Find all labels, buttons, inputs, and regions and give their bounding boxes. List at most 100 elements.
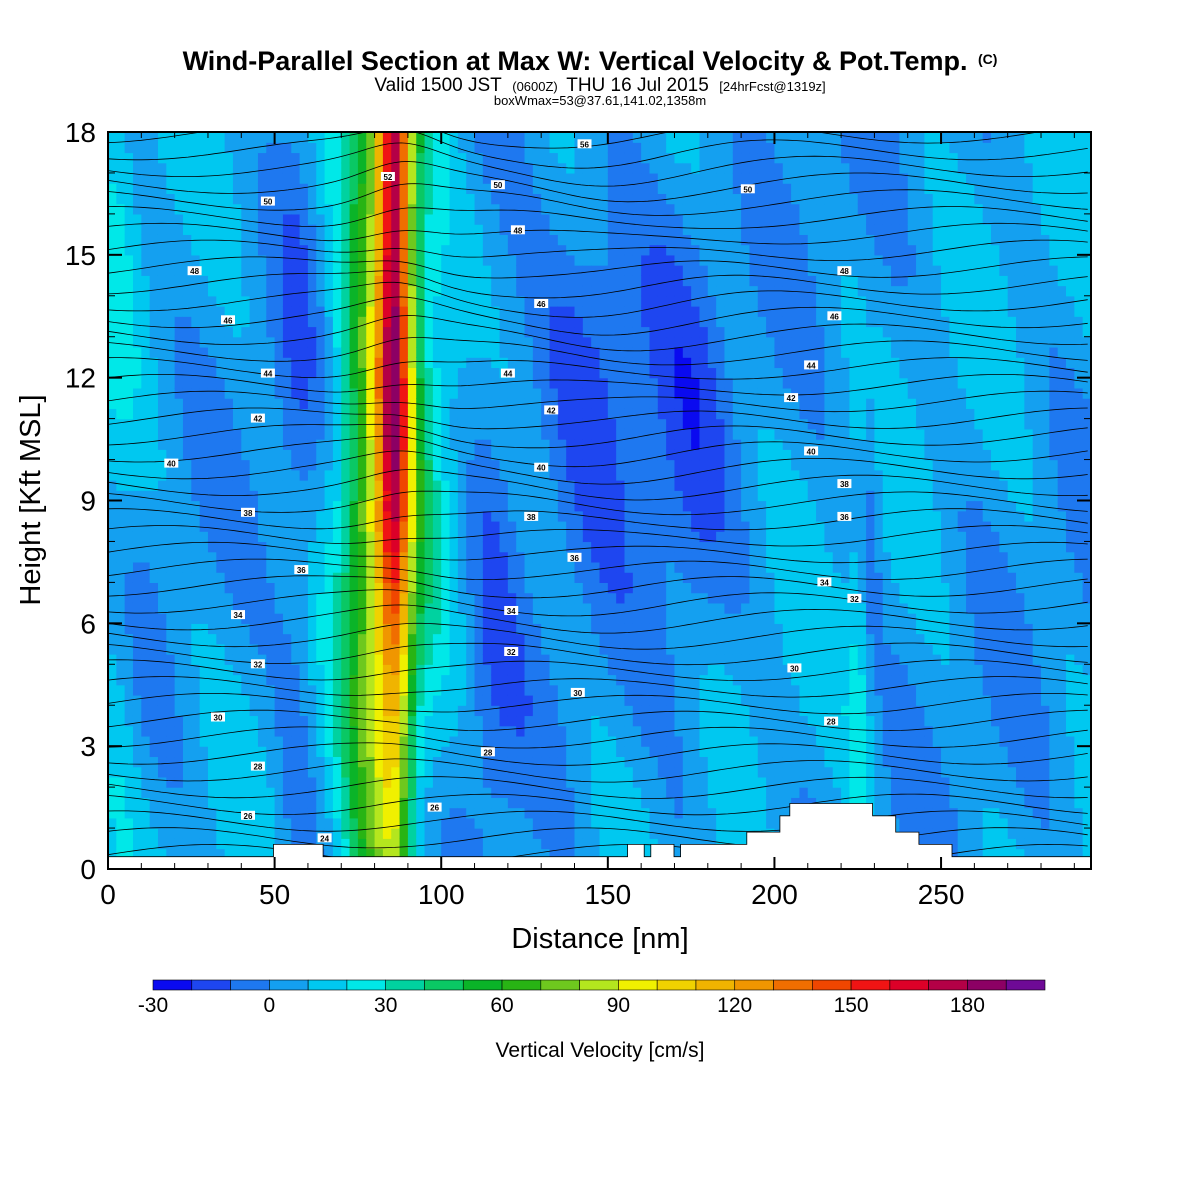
field-cell: [566, 449, 576, 461]
field-cell: [582, 213, 592, 225]
field-cell: [416, 715, 426, 727]
field-cell: [299, 551, 309, 563]
field-cell: [591, 838, 601, 850]
field-cell: [591, 510, 601, 522]
field-cell: [616, 807, 626, 819]
field-cell: [191, 398, 201, 409]
field-cell: [407, 377, 417, 389]
field-cell: [566, 746, 576, 758]
field-cell: [349, 746, 359, 758]
field-cell: [299, 469, 309, 481]
field-cell: [382, 418, 392, 430]
field-cell: [432, 828, 442, 839]
field-cell: [307, 326, 317, 338]
field-cell: [441, 316, 451, 328]
field-cell: [224, 142, 234, 154]
field-cell: [232, 357, 242, 369]
field-cell: [641, 715, 651, 727]
field-cell: [274, 776, 284, 788]
field-cell: [507, 633, 517, 645]
field-cell: [649, 828, 659, 839]
field-cell: [307, 643, 317, 655]
field-cell: [641, 183, 651, 195]
field-cell: [432, 193, 442, 205]
field-cell: [216, 306, 226, 317]
field-cell: [507, 725, 517, 737]
field-cell: [516, 193, 526, 205]
field-cell: [524, 254, 534, 266]
field-cell: [566, 203, 576, 215]
field-cell: [424, 551, 434, 563]
subtitle-fcst: [24hrFcst@1319z]: [719, 79, 825, 94]
field-cell: [541, 265, 551, 276]
field-cell: [191, 275, 201, 287]
field-cell: [516, 633, 526, 645]
field-cell: [449, 582, 459, 594]
field-cell: [141, 244, 151, 256]
field-cell: [416, 551, 426, 563]
field-cell: [599, 500, 609, 512]
field-cell: [374, 551, 384, 563]
field-cell: [457, 490, 467, 502]
field-cell: [132, 418, 142, 430]
field-cell: [199, 316, 209, 328]
field-cell: [232, 459, 242, 471]
field-cell: [541, 449, 551, 461]
field-cell: [441, 439, 451, 450]
field-cell: [516, 664, 526, 676]
field-cell: [207, 387, 217, 399]
field-cell: [632, 418, 642, 430]
field-cell: [507, 408, 517, 420]
field-cell: [116, 336, 126, 348]
field-cell: [182, 224, 192, 235]
field-cell: [482, 418, 492, 430]
field-cell: [299, 715, 309, 727]
field-cell: [266, 787, 276, 798]
field-cell: [632, 480, 642, 491]
field-cell: [349, 244, 359, 256]
field-cell: [191, 162, 201, 174]
field-cell: [108, 664, 117, 676]
field-cell: [474, 572, 484, 583]
field-cell: [241, 725, 251, 737]
field-cell: [557, 408, 567, 420]
field-cell: [666, 684, 676, 696]
field-cell: [282, 285, 292, 297]
field-cell: [141, 306, 151, 317]
field-cell: [649, 244, 659, 256]
field-cell: [499, 602, 509, 614]
field-cell: [632, 633, 642, 645]
field-cell: [366, 541, 376, 553]
field-cell: [591, 244, 601, 256]
field-cell: [332, 520, 342, 532]
field-cell: [549, 418, 559, 430]
field-cell: [374, 254, 384, 266]
field-cell: [332, 193, 342, 205]
field-cell: [641, 265, 651, 276]
field-cell: [416, 797, 426, 809]
field-cell: [632, 817, 642, 829]
field-cell: [474, 541, 484, 553]
field-cell: [624, 172, 634, 184]
field-cell: [432, 439, 442, 450]
field-cell: [366, 265, 376, 276]
field-cell: [649, 746, 659, 758]
field-cell: [457, 684, 467, 696]
field-cell: [482, 807, 492, 819]
field-cell: [232, 480, 242, 491]
field-cell: [407, 428, 417, 440]
field-cell: [216, 387, 226, 399]
field-cell: [582, 520, 592, 532]
field-cell: [166, 295, 176, 307]
field-cell: [316, 357, 326, 369]
field-cell: [416, 838, 426, 850]
field-cell: [207, 613, 217, 624]
field-cell: [507, 172, 517, 184]
field-cell: [349, 787, 359, 798]
field-cell: [674, 643, 684, 655]
field-cell: [416, 561, 426, 573]
field-cell: [632, 244, 642, 256]
field-cell: [682, 654, 692, 665]
field-cell: [457, 797, 467, 809]
field-cell: [149, 316, 159, 328]
